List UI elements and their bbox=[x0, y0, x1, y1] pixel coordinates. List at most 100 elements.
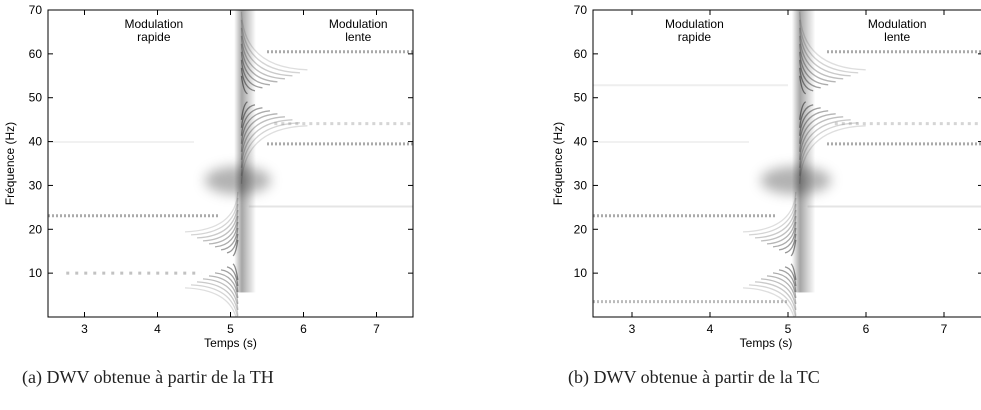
panel: 3 4 5 6 7 10 20 30 40 50 60 70 Temps (s) Fréquence (H… bbox=[551, 3, 981, 388]
fringe bbox=[799, 104, 814, 128]
fringe bbox=[240, 113, 278, 152]
fringe bbox=[208, 215, 239, 245]
x-tick-label: 7 bbox=[941, 322, 948, 336]
fringe bbox=[799, 125, 866, 184]
fringe bbox=[240, 43, 278, 83]
y-tick-label: 60 bbox=[574, 47, 588, 61]
fringe bbox=[184, 191, 239, 233]
x-tick-label: 5 bbox=[785, 322, 792, 336]
smear bbox=[791, 10, 816, 293]
fringe bbox=[799, 75, 807, 95]
annotation: rapide bbox=[137, 30, 171, 44]
y-tick-label: 70 bbox=[574, 3, 588, 17]
annotation: lente bbox=[345, 30, 371, 44]
fringe bbox=[240, 110, 270, 144]
fringe bbox=[240, 125, 308, 184]
y-tick-label: 20 bbox=[29, 222, 43, 236]
annotation: lente bbox=[884, 30, 910, 44]
fringe bbox=[799, 67, 814, 92]
x-tick-label: 7 bbox=[373, 322, 380, 336]
x-tick-label: 6 bbox=[300, 322, 307, 336]
fringe bbox=[760, 209, 797, 242]
fringe bbox=[799, 43, 836, 83]
y-tick-label: 20 bbox=[574, 222, 588, 236]
fringe bbox=[766, 275, 797, 304]
fringe bbox=[778, 269, 797, 292]
fringe bbox=[799, 27, 851, 77]
fringe bbox=[799, 101, 807, 120]
fringe bbox=[220, 227, 239, 251]
fringe bbox=[226, 266, 239, 286]
fringe bbox=[214, 221, 239, 248]
fringe bbox=[240, 19, 300, 74]
y-tick-label: 40 bbox=[29, 135, 43, 149]
fringe bbox=[232, 239, 239, 257]
smear bbox=[234, 10, 257, 293]
y-tick-label: 50 bbox=[29, 91, 43, 105]
blob bbox=[760, 166, 831, 195]
fringe bbox=[208, 275, 239, 304]
panel: 3 4 5 6 7 10 20 30 40 50 60 70 Temps (s) Fréquence (H… bbox=[3, 3, 414, 388]
x-tick-label: 3 bbox=[81, 322, 88, 336]
annotation: Modulation bbox=[868, 17, 927, 31]
fringe bbox=[232, 263, 239, 280]
x-tick-label: 3 bbox=[629, 322, 636, 336]
fringe bbox=[754, 203, 797, 239]
fringe bbox=[226, 233, 239, 254]
y-tick-label: 60 bbox=[29, 47, 43, 61]
fringe bbox=[799, 110, 829, 144]
fringe bbox=[790, 263, 797, 280]
fringe bbox=[240, 107, 263, 136]
fringe bbox=[742, 191, 797, 233]
fringe bbox=[240, 67, 256, 92]
fringe bbox=[214, 272, 239, 298]
y-tick-label: 50 bbox=[574, 91, 588, 105]
y-tick-label: 40 bbox=[574, 135, 588, 149]
fringe bbox=[772, 221, 797, 248]
fringe bbox=[799, 19, 859, 74]
fringe bbox=[196, 203, 239, 239]
fringe bbox=[742, 287, 795, 317]
fringe bbox=[240, 116, 285, 160]
fringe bbox=[190, 197, 239, 236]
y-tick-label: 10 bbox=[574, 266, 588, 280]
fringe bbox=[240, 35, 285, 80]
annotation: Modulation bbox=[124, 17, 183, 31]
fringe bbox=[220, 269, 239, 292]
fringe bbox=[190, 284, 238, 317]
fringe bbox=[766, 215, 797, 245]
fringe bbox=[240, 59, 263, 89]
x-tick-label: 4 bbox=[707, 322, 714, 336]
x-tick-label: 6 bbox=[863, 322, 870, 336]
annotation: Modulation bbox=[665, 17, 724, 31]
blob bbox=[204, 166, 271, 195]
fringe bbox=[784, 233, 797, 254]
fringe bbox=[202, 209, 239, 242]
fringe bbox=[240, 51, 270, 86]
fringe bbox=[240, 104, 256, 128]
fringe bbox=[760, 278, 797, 310]
fringe bbox=[784, 266, 797, 286]
spectrogram bbox=[593, 10, 981, 317]
fringe bbox=[799, 113, 836, 152]
fringe bbox=[799, 122, 859, 176]
fringe bbox=[754, 281, 797, 316]
fringe bbox=[799, 59, 821, 89]
fringe bbox=[799, 116, 844, 160]
y-tick-label: 70 bbox=[29, 3, 43, 17]
y-axis-label: Fréquence (Hz) bbox=[551, 122, 565, 205]
fringe bbox=[778, 227, 797, 251]
fringe bbox=[240, 27, 293, 77]
x-axis-label: Temps (s) bbox=[204, 336, 257, 350]
axes-box bbox=[47, 9, 414, 318]
caption: (b) DWV obtenue à partir de la TC bbox=[568, 367, 820, 388]
fringe bbox=[240, 122, 300, 176]
fringe bbox=[184, 287, 237, 317]
annotation: Modulation bbox=[329, 17, 388, 31]
y-axis-label: Fréquence (Hz) bbox=[3, 122, 17, 205]
fringe bbox=[799, 51, 829, 86]
x-axis-label: Temps (s) bbox=[740, 336, 793, 350]
fringe bbox=[240, 119, 293, 168]
x-tick-label: 5 bbox=[227, 322, 234, 336]
